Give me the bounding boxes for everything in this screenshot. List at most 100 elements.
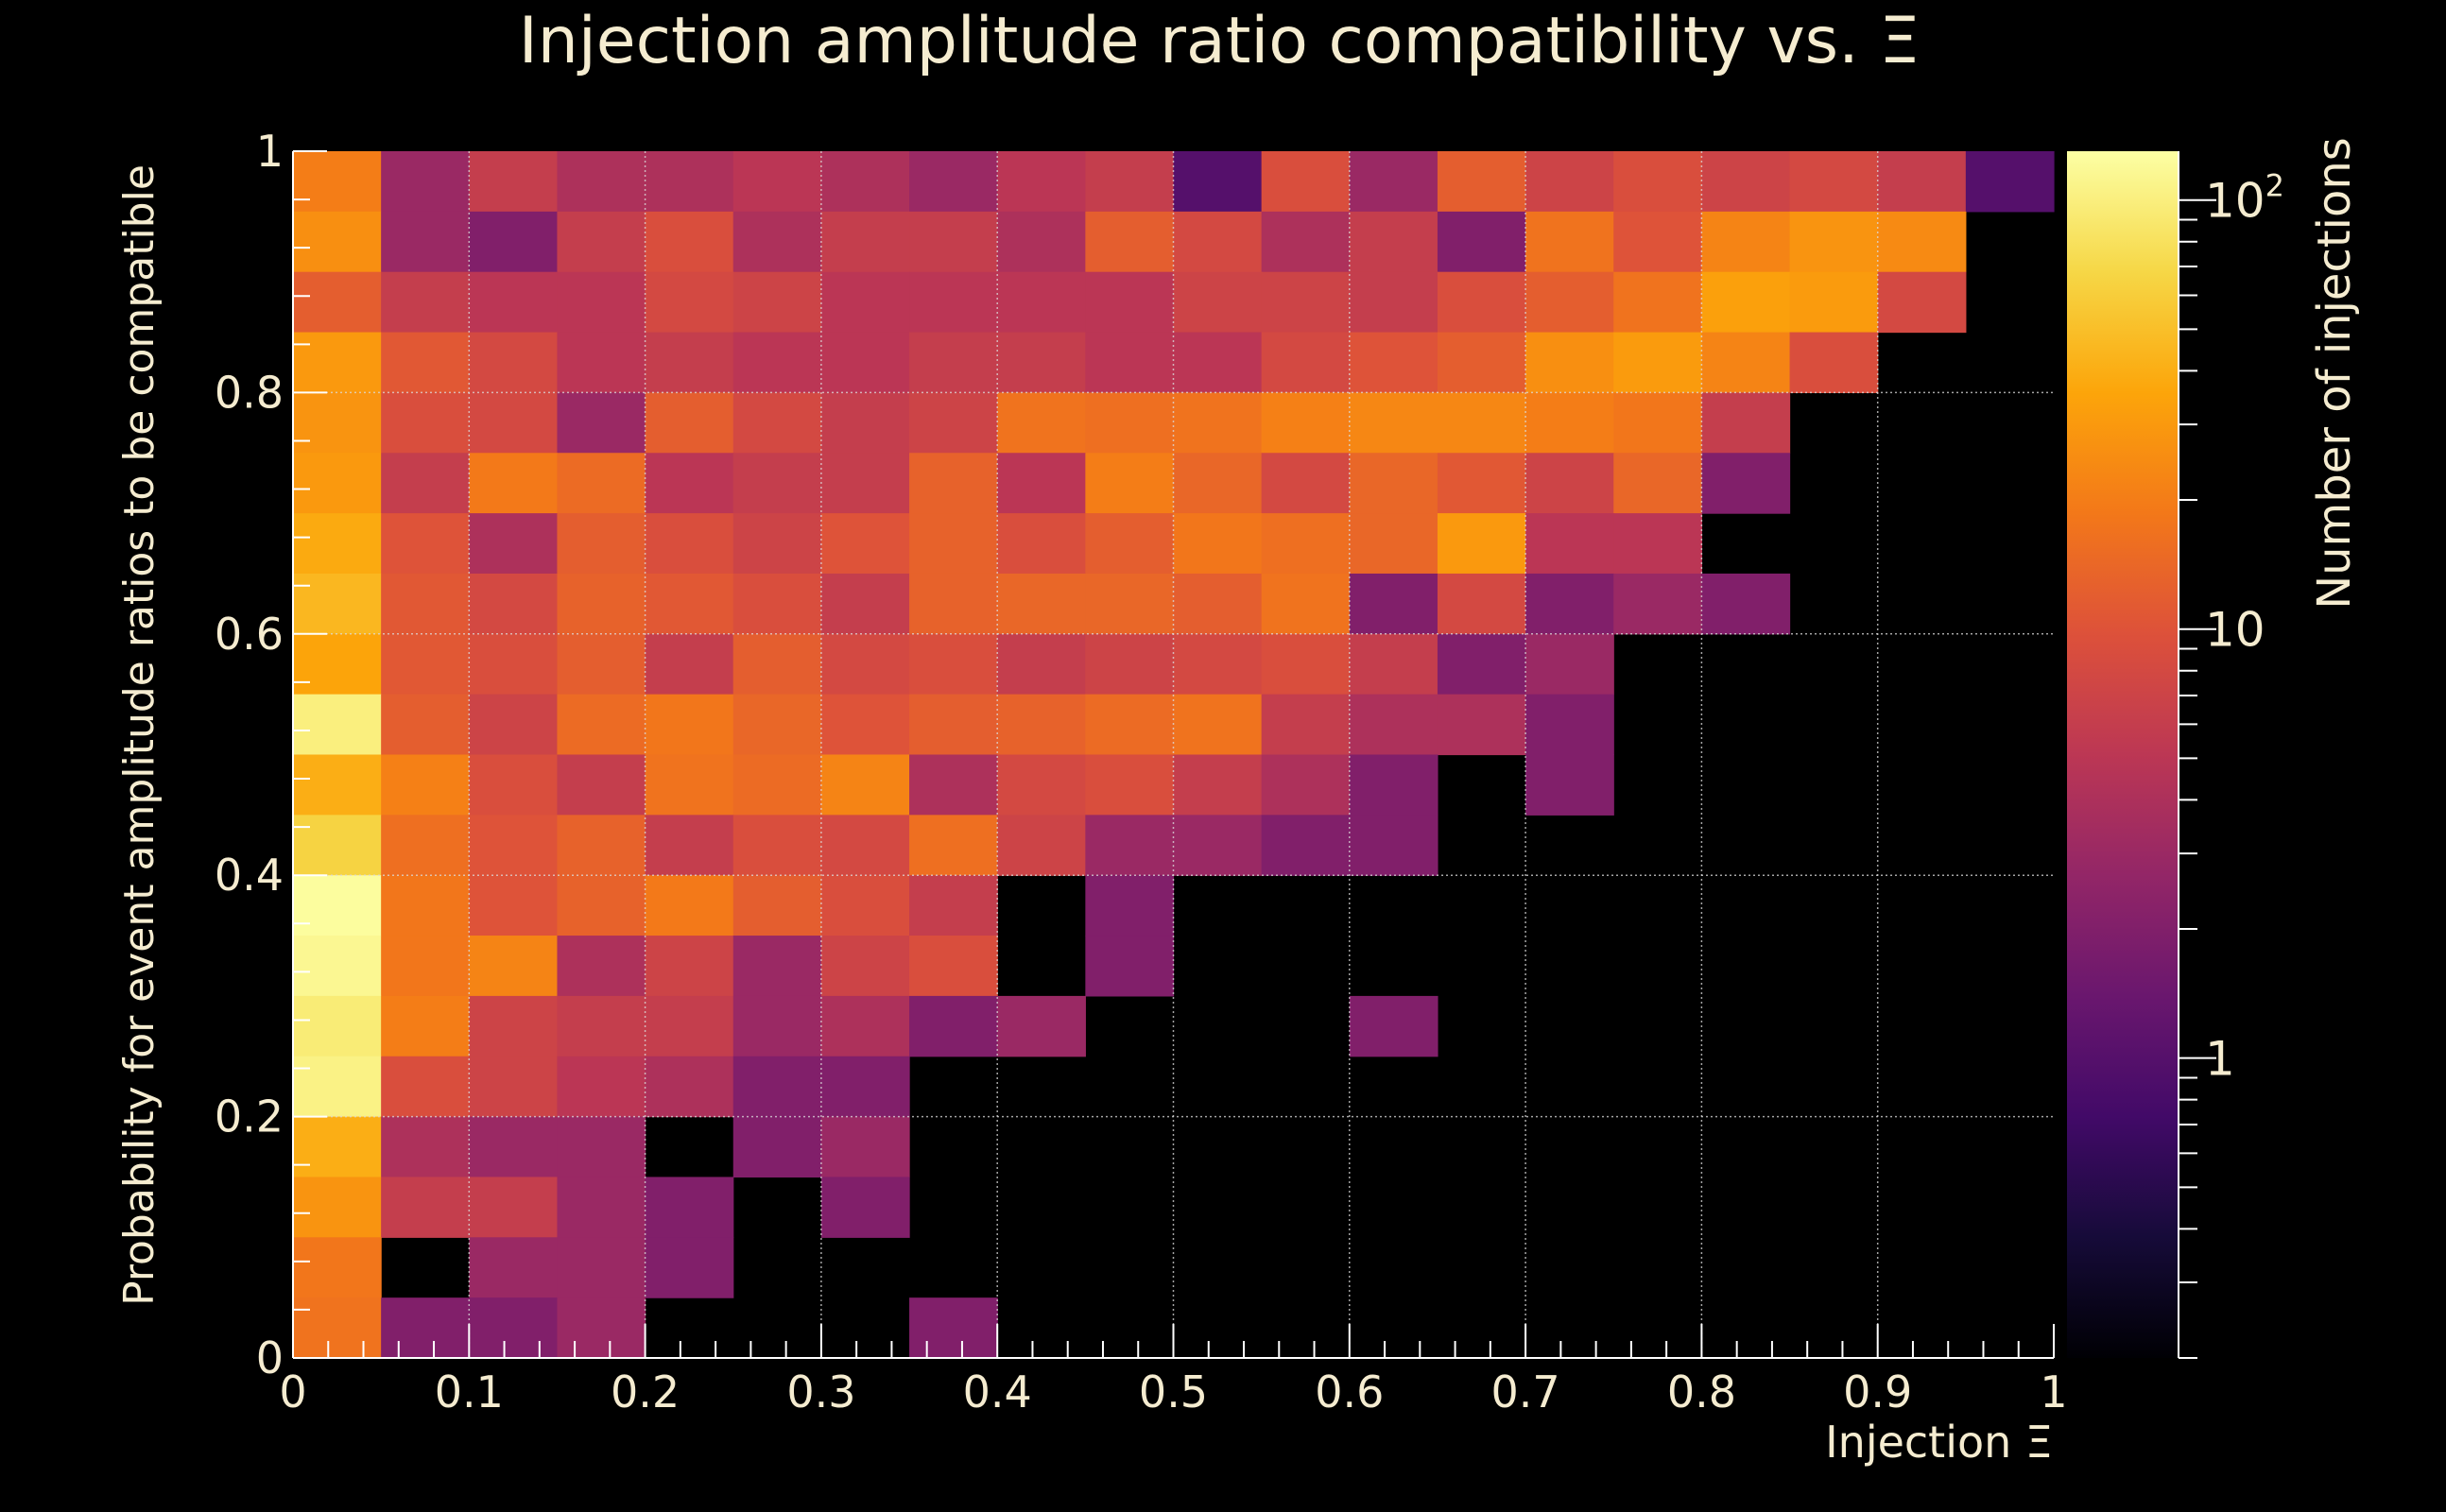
heatmap-cell xyxy=(645,694,734,756)
x-tick-label: 1 xyxy=(2040,1366,2067,1418)
heatmap-cell xyxy=(820,453,910,514)
heatmap-cell xyxy=(820,271,910,334)
heatmap-cell xyxy=(909,875,998,936)
heatmap-cell xyxy=(1085,633,1175,696)
heatmap-cell xyxy=(732,875,822,936)
heatmap-cell xyxy=(469,271,559,334)
heatmap-cell xyxy=(1173,633,1263,696)
heatmap-cell xyxy=(1261,332,1351,393)
heatmap-cell xyxy=(997,754,1086,816)
x-tick-label: 0.5 xyxy=(1139,1366,1208,1418)
heatmap-cell xyxy=(1173,513,1263,575)
heatmap-cell xyxy=(1173,754,1263,816)
heatmap-cell xyxy=(1349,453,1438,514)
heatmap-cell xyxy=(909,694,998,756)
heatmap-cell xyxy=(381,211,470,273)
heatmap-cell xyxy=(820,332,910,393)
y-tick-label: 0.2 xyxy=(215,1091,284,1143)
y-tick-label: 0.6 xyxy=(215,609,284,660)
heatmap-cell xyxy=(1085,573,1175,635)
heatmap-cells xyxy=(293,151,2055,1359)
y-tick-label: 0 xyxy=(256,1332,284,1383)
heatmap-cell xyxy=(909,633,998,696)
heatmap-cell xyxy=(293,211,382,273)
heatmap-cell xyxy=(820,151,910,213)
heatmap-cell xyxy=(557,936,646,997)
heatmap-cell xyxy=(645,271,734,334)
heatmap-cell xyxy=(293,1237,382,1298)
heatmap-cell xyxy=(645,211,734,273)
heatmap-cell xyxy=(732,151,822,213)
heatmap-cell xyxy=(1437,211,1526,273)
heatmap-cell xyxy=(997,573,1086,635)
heatmap-cell xyxy=(1349,815,1438,876)
heatmap-cell xyxy=(732,936,822,997)
heatmap-cell xyxy=(1525,633,1614,696)
heatmap-cell xyxy=(557,332,646,393)
heatmap-cell xyxy=(1173,151,1263,213)
heatmap-cell xyxy=(557,815,646,876)
heatmap-cell xyxy=(293,513,382,575)
heatmap-cell xyxy=(1525,332,1614,393)
heatmap-cell xyxy=(820,513,910,575)
heatmap-cell xyxy=(469,1297,559,1359)
heatmap-cell xyxy=(469,151,559,213)
x-tick-label: 0.9 xyxy=(1843,1366,1912,1418)
heatmap-cell xyxy=(1173,271,1263,334)
colorbar-tick-label: 10 xyxy=(2205,603,2265,658)
heatmap-cell xyxy=(381,453,470,514)
heatmap-cell xyxy=(1613,271,1702,334)
heatmap-cell xyxy=(1525,151,1614,213)
heatmap-cell xyxy=(997,151,1086,213)
heatmap-cell xyxy=(469,573,559,635)
heatmap-cell xyxy=(293,633,382,696)
heatmap-cell xyxy=(469,392,559,454)
heatmap-cell xyxy=(1349,694,1438,756)
heatmap-cell xyxy=(469,1237,559,1298)
heatmap-cell xyxy=(1701,211,1791,273)
heatmap-cell xyxy=(381,1056,470,1118)
heatmap-cell xyxy=(732,815,822,876)
heatmap-cell xyxy=(1437,392,1526,454)
heatmap-cell xyxy=(1085,513,1175,575)
heatmap-cell xyxy=(997,211,1086,273)
heatmap-cell xyxy=(645,1056,734,1118)
heatmap-cell xyxy=(1261,392,1351,454)
heatmap-cell xyxy=(381,1177,470,1238)
grid-lines xyxy=(293,151,2054,1358)
heatmap-cell xyxy=(645,633,734,696)
heatmap-cell xyxy=(732,513,822,575)
heatmap-cell xyxy=(1437,332,1526,393)
heatmap-cell xyxy=(820,754,910,816)
heatmap-cell xyxy=(732,633,822,696)
heatmap-cell xyxy=(557,392,646,454)
heatmap-cell xyxy=(1085,392,1175,454)
heatmap-cell xyxy=(1085,332,1175,393)
heatmap-cell xyxy=(997,513,1086,575)
heatmap-cell xyxy=(1349,271,1438,334)
heatmap-cell xyxy=(1349,392,1438,454)
heatmap-cell xyxy=(732,754,822,816)
heatmap-cell xyxy=(381,332,470,393)
heatmap-cell xyxy=(1085,271,1175,334)
heatmap-cell xyxy=(1437,633,1526,696)
heatmap-cell xyxy=(557,211,646,273)
heatmap-cell xyxy=(820,936,910,997)
heatmap-cell xyxy=(909,513,998,575)
heatmap-cell xyxy=(732,453,822,514)
heatmap-cell xyxy=(293,815,382,876)
heatmap-cell xyxy=(1877,271,1967,334)
heatmap-cell xyxy=(557,271,646,334)
heatmap-cell xyxy=(469,1177,559,1238)
heatmap-cell xyxy=(820,1056,910,1118)
heatmap-cell xyxy=(732,694,822,756)
heatmap-cell xyxy=(645,151,734,213)
heatmap-cell xyxy=(1613,453,1702,514)
heatmap-cell xyxy=(293,1116,382,1178)
heatmap-cell xyxy=(469,995,559,1057)
heatmap-cell xyxy=(820,815,910,876)
heatmap-cell xyxy=(909,392,998,454)
heatmap-cell xyxy=(1437,694,1526,756)
heatmap-cell xyxy=(557,453,646,514)
